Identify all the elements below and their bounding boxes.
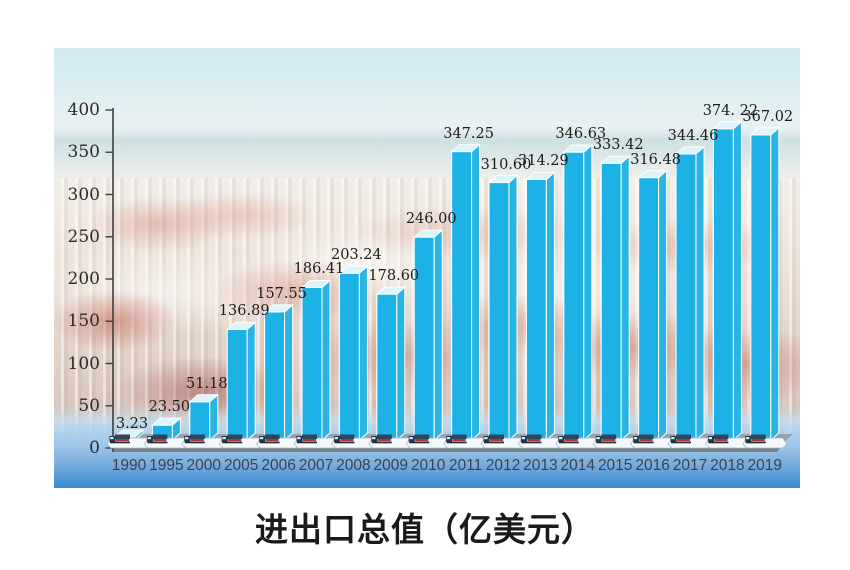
x-axis-label: 2000 [186, 457, 222, 474]
value-label: 203.24 [331, 247, 382, 264]
bar-3d [450, 143, 481, 442]
value-label: 333.42 [592, 137, 644, 154]
x-axis-label: 2006 [261, 457, 296, 474]
truck-icon [745, 434, 766, 444]
value-label: 310.60 [480, 156, 532, 173]
x-axis-label: 2012 [485, 457, 521, 474]
x-axis-label: 2007 [298, 457, 334, 474]
truck-icon [221, 434, 243, 444]
value-label: 3.23 [115, 416, 149, 433]
x-axis-label: 2017 [672, 457, 708, 474]
value-label: 374. 22 [702, 102, 759, 119]
x-axis-label: 2008 [336, 457, 371, 474]
y-axis-label: 150 [67, 311, 100, 332]
x-axis-label: 2013 [523, 457, 558, 474]
y-axis-label: 350 [67, 142, 100, 163]
value-label: 367.02 [742, 108, 794, 125]
port-photo-background: 0 50 100 150 200 250 300 350 400 3.23 1990 23.50 199… [54, 48, 800, 488]
value-label: 157.55 [256, 285, 307, 302]
bar-3d [599, 155, 631, 442]
chart-labels-layer: 0 50 100 150 200 250 300 350 400 3.23 1990 23.50 199… [54, 48, 800, 488]
bar-3d [225, 321, 257, 442]
truck-icon [558, 434, 579, 444]
y-axis-label: 50 [78, 395, 100, 416]
x-axis-label: 1995 [149, 457, 184, 474]
bar-3d [525, 171, 556, 442]
bar-3d [412, 229, 444, 442]
bar-3d [674, 145, 706, 442]
x-axis-label: 1990 [111, 457, 147, 474]
truck-icon [109, 434, 130, 444]
y-axis-label: 400 [67, 100, 100, 120]
value-label: 346.63 [555, 126, 607, 143]
x-axis-label: 2010 [410, 457, 446, 474]
truck-icon [707, 434, 729, 444]
chart-svg [105, 108, 793, 452]
truck-icon [446, 434, 467, 444]
truck-icon [146, 434, 168, 444]
value-label: 23.50 [148, 399, 191, 416]
bar-3d [300, 279, 332, 442]
x-axis-label: 2011 [448, 457, 483, 474]
x-axis-label: 2014 [560, 457, 596, 474]
value-label: 246.00 [405, 211, 457, 228]
x-axis-label: 2018 [710, 457, 745, 474]
value-label: 186.41 [293, 261, 345, 278]
truck-icon [371, 434, 392, 444]
bar-3d [263, 303, 294, 442]
x-axis-label: 2009 [373, 457, 409, 474]
bar-3d [338, 265, 369, 442]
value-label: 51.18 [186, 375, 228, 392]
y-axis-label: 0 [89, 438, 100, 458]
x-axis-label: 2019 [747, 457, 783, 474]
value-label: 314.29 [518, 153, 569, 170]
x-axis-label: 2015 [597, 457, 633, 474]
y-axis-label: 250 [67, 226, 100, 247]
bar-3d [637, 169, 668, 442]
value-label: 136.89 [218, 303, 270, 320]
truck-icon [296, 434, 317, 444]
x-axis-label: 2005 [223, 457, 259, 474]
value-label: 178.60 [368, 268, 420, 285]
truck-icon [595, 434, 617, 444]
bar-3d [487, 174, 519, 442]
truck-icon [483, 434, 504, 444]
value-label: 347.25 [443, 125, 494, 142]
truck-icon [633, 434, 654, 444]
truck-icon [408, 434, 430, 444]
truck-icon [520, 434, 542, 444]
chart-title: 进出口总值（亿美元） [255, 511, 595, 548]
truck-icon [184, 434, 205, 444]
bar-3d [712, 120, 743, 442]
bar-3d [375, 285, 407, 442]
value-label: 316.48 [630, 151, 681, 168]
truck-icon [670, 434, 691, 444]
value-label: 344.46 [667, 127, 719, 144]
y-axis-label: 300 [67, 184, 100, 205]
y-axis-label: 200 [67, 269, 100, 289]
truck-icon [333, 434, 355, 444]
y-axis-label: 100 [67, 353, 100, 374]
truck-icon [259, 434, 280, 444]
bar-3d [188, 393, 220, 442]
x-axis-label: 2016 [635, 457, 670, 474]
